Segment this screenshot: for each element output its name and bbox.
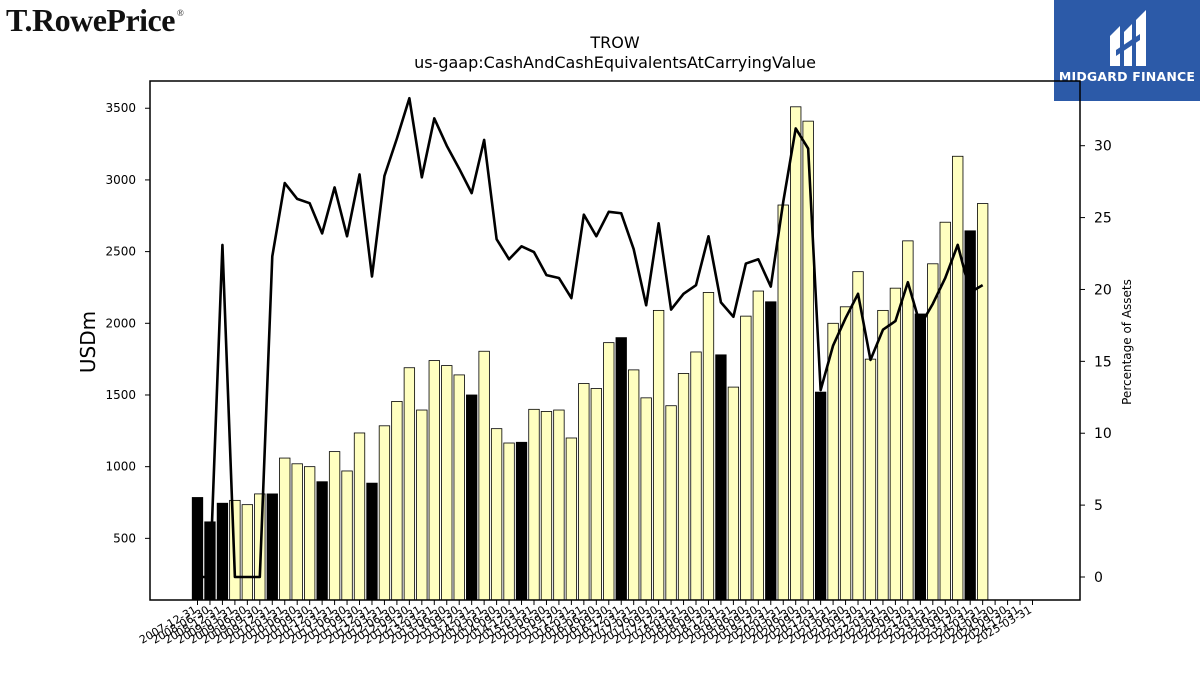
left-axis-ticks: 500 1000 1500 2000 2500 3000 3500 [105, 101, 150, 545]
bar-2017-03-31 [628, 369, 640, 601]
left-tick-label: 1500 [105, 388, 136, 402]
bar-2014-12-31 [515, 441, 528, 601]
bar-2017-09-30 [652, 309, 665, 601]
bar-2016-03-31 [578, 383, 590, 601]
bar-2023-12-31 [964, 230, 976, 601]
right-tick-label: 0 [1094, 570, 1103, 586]
bar-2016-06-30 [590, 388, 602, 601]
bar-2014-03-31 [478, 350, 490, 601]
bar-2022-06-30 [889, 287, 902, 601]
registered-mark: ® [176, 8, 184, 18]
y-axis-label: USDm [76, 311, 100, 373]
left-tick-label: 3000 [105, 173, 136, 187]
bar-2012-12-31 [416, 409, 428, 601]
bar-2018-12-31 [715, 354, 727, 601]
bar-2013-12-31 [466, 394, 478, 601]
bar-2021-06-30 [839, 306, 852, 601]
right-axis-ticks: 0 5 10 15 20 25 30 [1080, 139, 1112, 586]
left-tick-label: 1000 [105, 460, 136, 474]
bar-2020-12-31 [814, 391, 827, 601]
midgard-brand-text: MIDGARD FINANCE [1058, 69, 1196, 84]
bar-2018-06-30 [690, 351, 702, 601]
bar-2011-09-30 [353, 432, 366, 601]
bar-2021-03-31 [827, 322, 839, 601]
bar-2018-03-31 [677, 373, 690, 601]
bar-2012-09-30 [403, 367, 416, 601]
bar-2014-06-30 [490, 428, 503, 601]
right-tick-label: 20 [1094, 282, 1112, 298]
bar-2013-06-30 [441, 365, 453, 601]
right-tick-label: 30 [1094, 139, 1112, 155]
bar-2010-06-30 [291, 463, 303, 601]
bar-2013-03-31 [428, 360, 440, 601]
bar-2015-03-31 [528, 408, 540, 601]
left-tick-label: 2000 [105, 316, 136, 330]
bar-2022-12-31 [914, 313, 926, 601]
bar-2013-09-30 [453, 374, 465, 601]
bar-2012-06-30 [391, 401, 403, 601]
bar-2007-12-31 [191, 497, 204, 601]
bar-2023-09-30 [952, 155, 964, 601]
midgard-finance-logo: MIDGARD FINANCE [1054, 0, 1200, 101]
bar-2014-09-30 [503, 442, 515, 601]
bar-2021-09-30 [852, 271, 864, 601]
bar-2015-12-31 [565, 437, 578, 601]
bar-2011-03-31 [328, 451, 341, 601]
bar-2017-12-31 [665, 405, 677, 601]
bar-2020-03-31 [777, 204, 789, 601]
bar-2019-03-31 [727, 386, 740, 601]
bar-2018-09-30 [702, 292, 715, 601]
bar-2016-09-30 [603, 342, 615, 601]
bar-2008-12-31 [216, 502, 229, 601]
bar-2023-03-31 [927, 263, 939, 601]
plot-frame [149, 80, 1081, 601]
bar-2010-03-31 [279, 457, 291, 601]
chart-title: TROW [589, 33, 639, 52]
bar-2011-06-30 [341, 470, 353, 601]
bar-2015-06-30 [540, 411, 553, 601]
bar-2019-09-30 [752, 290, 764, 601]
bar-2012-03-31 [378, 425, 391, 601]
right-tick-label: 5 [1094, 498, 1103, 514]
bar-2022-03-31 [877, 309, 889, 601]
percentage-line [197, 96, 984, 579]
bar-2017-06-30 [640, 397, 652, 601]
bar-2024-03-31 [977, 203, 989, 601]
trowe-price-logo: T.RowePrice ® [6, 2, 184, 39]
right-tick-label: 15 [1094, 354, 1112, 370]
left-tick-label: 2500 [105, 245, 136, 259]
bar-2020-06-30 [790, 106, 802, 601]
x-axis-ticks: 2007-12-312008-06-302008-12-312009-03-31… [137, 600, 1034, 647]
bar-2011-12-31 [366, 482, 378, 601]
y2-axis-label: Percentage of Assets [1120, 279, 1134, 405]
right-tick-label: 10 [1094, 426, 1112, 442]
bar-2021-12-31 [864, 358, 877, 601]
bar-2010-09-30 [304, 466, 316, 601]
bar-2009-06-30 [241, 504, 254, 601]
bar-2019-12-31 [765, 301, 777, 601]
midgard-m-icon [1110, 10, 1146, 66]
line-series [197, 96, 984, 579]
bar-2010-12-31 [316, 481, 328, 601]
bar-2016-12-31 [615, 337, 627, 601]
left-tick-label: 3500 [105, 101, 136, 115]
chart-subtitle: us-gaap:CashAndCashEquivalentsAtCarrying… [414, 53, 816, 72]
bar-2020-09-30 [802, 120, 814, 601]
logo-text: T.RowePrice [6, 2, 175, 38]
bar-2009-12-31 [266, 493, 278, 601]
left-tick-label: 500 [113, 531, 136, 545]
bar-series [191, 106, 989, 601]
bar-2015-09-30 [553, 409, 565, 601]
right-tick-label: 25 [1094, 211, 1112, 227]
bar-2019-06-30 [740, 315, 752, 601]
